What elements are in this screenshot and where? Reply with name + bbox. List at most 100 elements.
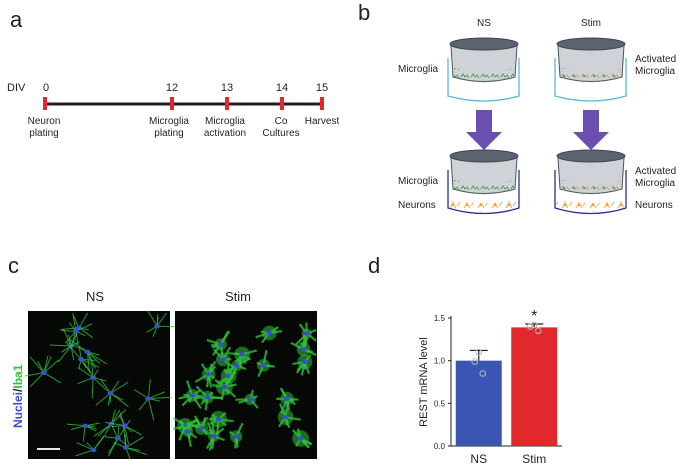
cell-process [77, 367, 94, 379]
nucleus [219, 357, 226, 362]
nucleus [84, 349, 91, 355]
nucleus [154, 323, 161, 329]
microglia-cell [24, 355, 62, 388]
activated-microglia-layer [561, 68, 621, 83]
column-label-ns: NS [477, 18, 491, 29]
timeline-point-15: 15 Harvest [305, 82, 340, 127]
microglia-cell [212, 373, 237, 401]
label-activated-bottom: Activated [635, 166, 676, 177]
timeline-marker [170, 97, 174, 110]
cell-process [78, 327, 94, 339]
neuron-layer [556, 199, 625, 212]
label-microglia-bottom-right: Microglia [635, 178, 675, 189]
nucleus [114, 436, 121, 441]
cell-process [72, 316, 77, 332]
data-point-outline [535, 327, 542, 334]
nucleus [40, 370, 47, 375]
microglia-cell [205, 421, 225, 451]
nucleus [301, 359, 308, 365]
nucleus [90, 375, 97, 380]
timeline-day: 15 [316, 82, 328, 94]
microglia-cell [60, 316, 93, 349]
microglia-cell [66, 342, 100, 378]
timeline-label: activation [204, 128, 246, 139]
nucleus [233, 363, 240, 368]
panel-a-letter: a [10, 7, 23, 32]
nucleus [198, 425, 205, 431]
activated-microglia-layer [561, 180, 621, 195]
cell-process [69, 331, 77, 349]
cell-process [43, 356, 52, 373]
cell-process [147, 398, 155, 421]
nucleus [239, 352, 246, 357]
nucleus [72, 329, 79, 334]
scale-bar [37, 448, 60, 450]
label-activated-top: Activated [635, 54, 676, 65]
stain-legend: Nuclei/Iba1 [11, 364, 25, 428]
bar [455, 360, 502, 446]
insert-ns-top [447, 37, 520, 102]
data-point-outline [531, 321, 538, 328]
microglia-cell [206, 330, 231, 356]
cell-process [91, 377, 94, 399]
down-arrow-icon [573, 110, 609, 150]
y-tick-label: 1.0 [434, 357, 446, 366]
microglia-cell [291, 428, 313, 449]
nucleus [247, 397, 254, 402]
microglia-cell [256, 349, 275, 378]
timeline-label: Co [275, 116, 288, 127]
microglia-cell [181, 421, 198, 447]
cell-process [110, 380, 120, 394]
insert-rim [449, 37, 519, 51]
cell-process [95, 392, 111, 406]
timeline-point-12: 12 Microglia plating [149, 82, 189, 139]
microglia-cell [113, 425, 148, 460]
microglia-cell [66, 422, 100, 442]
cell-process [60, 327, 80, 331]
insert-stim-top [554, 37, 627, 102]
cell-process [133, 389, 149, 400]
rest-mrna-chart: 0.0 0.5 1.0 1.5 REST mRNA level NS Stim * [418, 308, 562, 466]
timeline-label: plating [154, 128, 183, 139]
cell-process [86, 351, 90, 372]
microglia-cell [208, 410, 234, 436]
nucleus [90, 447, 97, 453]
microglia-cell [75, 434, 107, 457]
nucleus [184, 429, 191, 434]
timeline-label: Microglia [205, 116, 245, 127]
cell-process [110, 409, 116, 425]
cell-process [72, 313, 80, 328]
y-tick-label: 1.5 [434, 314, 446, 323]
microglia-cell [77, 363, 109, 399]
timeline-day: 14 [276, 82, 288, 94]
cell-process [124, 425, 142, 436]
nucleus [210, 434, 217, 439]
micrograph-ns [28, 311, 170, 459]
stain-nuclei-label: Nuclei [11, 392, 25, 428]
microglia-cell [95, 379, 129, 408]
nucleus [122, 445, 129, 450]
timeline-point-14: 14 Co Cultures [262, 82, 299, 139]
stain-iba1-label: Iba1 [11, 364, 25, 388]
microglia-layer [454, 68, 514, 83]
nucleus [297, 436, 304, 441]
panel-d-letter: d [368, 253, 380, 278]
nucleus [300, 347, 307, 352]
cell-process [87, 351, 107, 365]
cell-process [147, 310, 158, 327]
cell-process [87, 351, 101, 364]
cell-process [92, 377, 109, 392]
nucleus [107, 390, 114, 396]
timeline-point-0: 0 Neuron plating [28, 82, 61, 139]
cell-process [64, 330, 77, 344]
microglia-cell [146, 310, 178, 337]
cell-process [110, 381, 129, 394]
cell-process [138, 398, 149, 411]
y-tick-label: 0.5 [434, 399, 446, 408]
cell-process [43, 372, 62, 384]
microglia-cell [213, 346, 234, 368]
cell-process [148, 391, 166, 400]
timeline-day: 13 [221, 82, 233, 94]
data-point-outline [527, 323, 534, 330]
cell-process [104, 421, 125, 426]
